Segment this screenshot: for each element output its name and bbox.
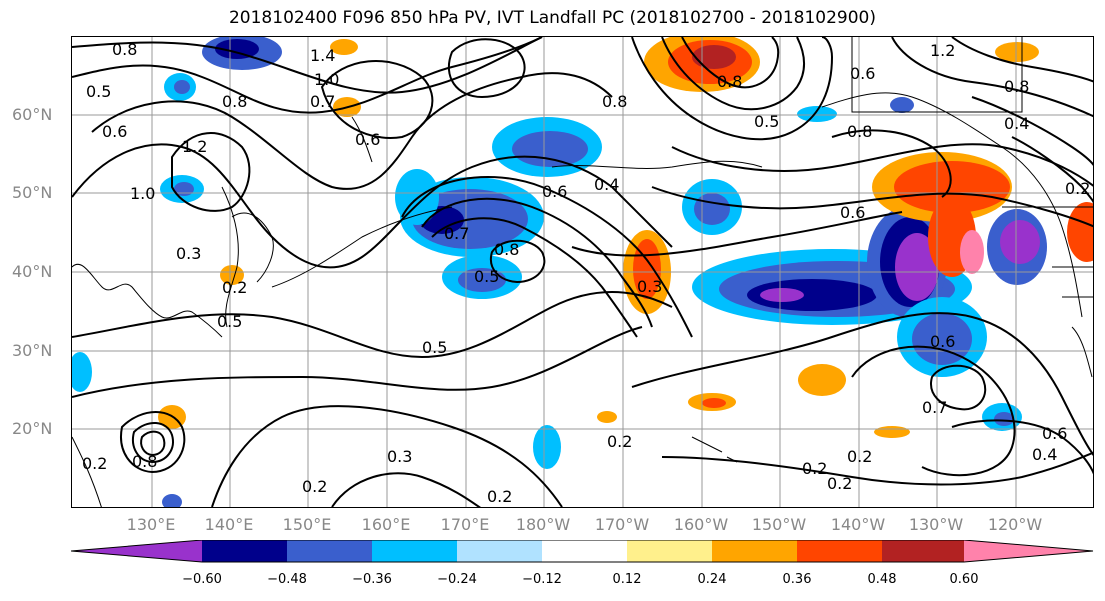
contour-labels: 0.8 1.4 1.0 0.7 0.5 0.6 1.2 1.0 0.8 0.3 … [82,40,1090,506]
contour-label: 0.6 [102,122,127,141]
colorbar-segment [457,540,542,562]
contour-label: 0.8 [717,72,742,91]
lon-label: 150°W [751,515,807,534]
contour-label: 0.8 [132,452,157,471]
contour-label: 0.4 [594,175,619,194]
contour-label: 0.6 [840,203,865,222]
lat-label: 30°N [12,341,53,360]
contour-label: 0.2 [827,474,852,493]
colorbar-tick: 0.36 [782,572,812,587]
colorbar-segment [712,540,797,562]
contour-label: 0.4 [1032,445,1057,464]
contour-label: 0.3 [176,244,201,263]
colorbar-tick: 0.60 [949,572,979,587]
contour-label: 0.2 [607,432,632,451]
contour-label: 0.5 [422,338,447,357]
lon-label: 160°W [673,515,729,534]
colorbar-tick: −0.12 [522,572,562,587]
map-title: 2018102400 F096 850 hPa PV, IVT Landfall… [228,8,876,28]
colorbar-segment [202,540,287,562]
colorbar-tick: 0.12 [612,572,642,587]
contour-label: 0.2 [847,447,872,466]
contour-label: 0.4 [1004,114,1029,133]
lon-label: 170°W [594,515,650,534]
colorbar-tick: −0.48 [267,572,307,587]
colorbar-segment [372,540,457,562]
colorbar [71,540,1094,563]
contour-label: 0.5 [217,312,242,331]
pv-contours [72,37,1093,507]
contour-label: 0.2 [802,459,827,478]
colorbar-extend-low [71,540,202,562]
lon-label: 140°E [204,515,254,534]
contour-label: 0.2 [82,454,107,473]
lat-label: 60°N [12,105,53,124]
contour-label: 0.2 [487,487,512,506]
colorbar-segment [627,540,712,562]
contour-label: 0.6 [930,332,955,351]
lon-label: 180°W [515,515,571,534]
contour-label: 0.8 [112,40,137,59]
lat-label: 50°N [12,183,53,202]
contour-label: 1.2 [182,137,207,156]
lon-label: 130°E [126,515,176,534]
colorbar-segment [542,540,627,562]
contour-label: 0.3 [387,447,412,466]
contour-label: 0.7 [444,224,469,243]
colorbar-extend-high [964,540,1093,562]
contour-label: 0.7 [444,224,469,243]
map-panel: 0.8 1.4 1.0 0.7 0.5 0.6 1.2 1.0 0.8 0.3 … [71,36,1094,508]
contour-label: 0.2 [1065,179,1090,198]
colorbar-segment [287,540,372,562]
contour-label: 0.6 [355,130,380,149]
contour-label: 0.6 [850,64,875,83]
colorbar-segment [882,540,964,562]
contour-label: 0.7 [922,398,947,417]
colorbar-tick: −0.24 [437,572,477,587]
contour-label: 0.5 [86,82,111,101]
lon-label: 150°E [282,515,332,534]
contour-label: 0.6 [1042,424,1067,443]
map-svg: 0.8 1.4 1.0 0.7 0.5 0.6 1.2 1.0 0.8 0.3 … [72,37,1093,507]
contour-label: 0.8 [1004,77,1029,96]
contour-label: 0.2 [222,278,247,297]
contour-label: 1.0 [314,70,339,89]
coastlines [72,37,1093,507]
contour-label: 0.8 [847,122,872,141]
contour-label: 0.8 [494,240,519,259]
colorbar-segment [797,540,882,562]
contour-label: 0.8 [222,92,247,111]
graticule [72,37,1093,507]
lon-label: 120°W [987,515,1043,534]
contour-label: 1.4 [310,46,335,65]
lat-label: 20°N [12,419,53,438]
contour-label: 0.7 [310,92,335,111]
lon-label: 140°W [830,515,886,534]
colorbar-tick: −0.60 [182,572,222,587]
contour-label: 0.5 [474,267,499,286]
contour-label: 0.5 [754,112,779,131]
contour-label: 1.2 [930,41,955,60]
colorbar-tick: 0.24 [697,572,727,587]
contour-label: 0.2 [302,477,327,496]
contour-label: 0.8 [602,92,627,111]
lon-label: 130°W [908,515,964,534]
contour-label: 0.6 [542,182,567,201]
lon-label: 170°E [440,515,490,534]
colorbar-tick: 0.48 [867,572,897,587]
lon-label: 160°E [361,515,411,534]
contour-label: 1.0 [130,184,155,203]
contour-label: 0.3 [637,277,662,296]
lat-label: 40°N [12,262,53,281]
colorbar-tick: −0.36 [352,572,392,587]
